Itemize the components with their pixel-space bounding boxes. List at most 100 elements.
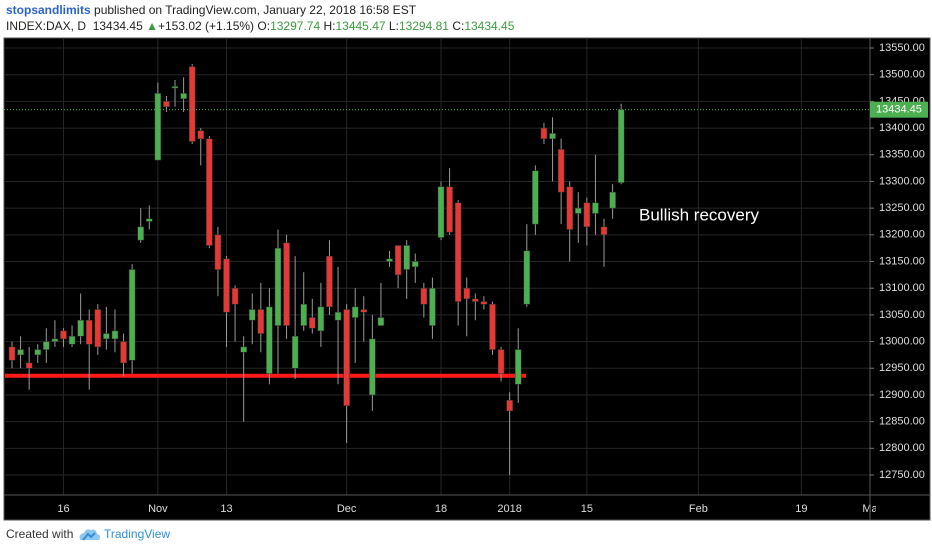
candle-body — [154, 93, 162, 161]
y-tick-label: 13350.00 — [879, 149, 925, 161]
high-value: 13445.47 — [335, 19, 386, 33]
close-value: 13434.45 — [464, 19, 515, 33]
candle-body — [274, 247, 282, 326]
candle-body — [557, 149, 565, 193]
candle-body — [506, 400, 513, 412]
candle-body — [351, 306, 359, 318]
candle-body — [206, 138, 213, 246]
y-tick-label: 12900.00 — [879, 389, 925, 401]
candle-body — [472, 298, 479, 302]
candle-body — [394, 245, 402, 276]
candle-body — [300, 303, 307, 326]
annotation: Bullish recovery — [639, 205, 759, 224]
candle-body — [214, 234, 222, 270]
x-axis: 16 Nov 13 Dec 18 2018 15 Feb 19 Ma — [57, 503, 876, 515]
candle-body — [257, 309, 265, 334]
candle-body — [68, 335, 76, 345]
close-label: C: — [452, 19, 465, 33]
candle-body — [60, 330, 67, 340]
candle-body — [120, 341, 127, 364]
candle-body — [403, 245, 410, 270]
candle-body — [549, 133, 556, 139]
candle-body — [25, 362, 33, 369]
y-tick-label: 13550.00 — [879, 42, 925, 54]
last-price: 13434.45 — [92, 19, 143, 33]
candle-body — [420, 287, 428, 305]
y-tick-label: 12850.00 — [879, 416, 925, 428]
grid — [4, 38, 871, 495]
low-label: L: — [388, 19, 399, 33]
open-label: O: — [257, 19, 271, 33]
last-price-tag — [870, 101, 928, 118]
candle-body — [532, 170, 539, 225]
candle-body — [163, 101, 170, 107]
candle-body — [480, 301, 488, 305]
candle-body — [291, 335, 299, 369]
x-tick-label: 19 — [795, 503, 807, 515]
candle-body — [231, 287, 239, 305]
candle-body — [317, 306, 325, 332]
brand[interactable]: TradingView — [104, 527, 171, 541]
candle-body — [197, 130, 205, 139]
y-tick-label: 13050.00 — [879, 309, 925, 321]
symbol: INDEX:DAX, D — [6, 19, 87, 33]
publish-info: published on TradingView.com, January 22… — [94, 3, 417, 17]
candle-body — [8, 346, 16, 361]
y-tick-label: 13100.00 — [879, 282, 925, 294]
candle-body — [617, 109, 625, 183]
y-axis: 12750.00 12800.00 12850.00 12900.00 12950.00… — [870, 42, 928, 481]
candle-body — [360, 309, 368, 313]
candle-body — [446, 186, 453, 233]
plot — [4, 64, 870, 475]
author[interactable]: stopsandlimits — [6, 3, 91, 17]
candle-body — [437, 186, 445, 238]
last-price-label: 13434.45 — [876, 104, 922, 116]
candle-body — [386, 258, 393, 262]
candle-body — [343, 309, 350, 406]
candle-body — [489, 303, 496, 350]
candle-body — [171, 86, 179, 89]
candle-body — [497, 349, 505, 374]
candle-body — [326, 255, 333, 308]
change: +153.02 (+1.15%) — [157, 19, 255, 33]
x-tick-label: Feb — [689, 503, 708, 515]
candle-body — [188, 66, 196, 142]
candle-body — [111, 330, 119, 340]
candle-body — [283, 242, 290, 326]
candle-body — [248, 309, 256, 321]
candle-body — [266, 306, 273, 374]
candle-body — [309, 317, 316, 329]
candle-body — [540, 127, 548, 139]
candle-body — [103, 333, 110, 340]
candle-body — [369, 338, 376, 396]
x-tick-label: Dec — [337, 503, 357, 515]
candle-body — [514, 349, 522, 385]
candle-body — [334, 311, 342, 321]
candle-body — [43, 341, 50, 350]
candle-body — [609, 191, 616, 209]
candle-body — [17, 349, 24, 356]
open-value: 13297.74 — [270, 19, 321, 33]
candle-body — [51, 338, 59, 342]
candle-body — [523, 250, 531, 305]
y-tick-label: 13150.00 — [879, 255, 925, 267]
x-tick-label: 15 — [581, 503, 593, 515]
publish-line: stopsandlimits published on TradingView.… — [6, 3, 416, 17]
candle-body — [180, 93, 187, 99]
y-tick-label: 13400.00 — [879, 122, 925, 134]
quote-line: INDEX:DAX, D 13434.45 ▲+153.02 (+1.15%) … — [6, 19, 514, 33]
change-arrow: ▲ — [146, 19, 158, 33]
candle-body — [377, 317, 385, 326]
candle-body — [94, 309, 102, 348]
candle-body — [583, 202, 591, 228]
x-tick-label: 16 — [57, 503, 69, 515]
candle-body — [128, 269, 136, 361]
x-tick-label: Nov — [148, 503, 168, 515]
candle-body — [592, 202, 599, 214]
candle-body — [77, 319, 84, 337]
candle-body — [429, 287, 436, 326]
candle-body — [463, 287, 470, 300]
low-value: 13294.81 — [398, 19, 449, 33]
candle-body — [412, 261, 419, 268]
